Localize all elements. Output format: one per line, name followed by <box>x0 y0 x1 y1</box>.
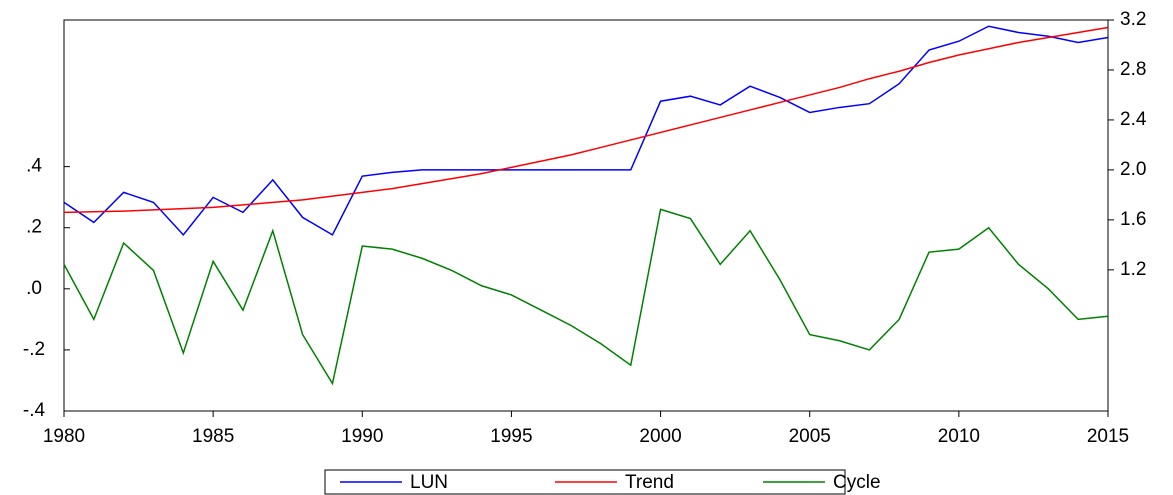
x-tick-label: 2010 <box>938 426 980 447</box>
series-line <box>63 25 1109 237</box>
y2-tick-label: 2.0 <box>1120 159 1146 180</box>
x-tick-label: 2005 <box>789 426 831 447</box>
legend-label: Trend <box>625 472 674 493</box>
y-tick-label: .0 <box>26 278 42 299</box>
series-line <box>63 208 1109 386</box>
y-tick-label: .4 <box>26 156 42 177</box>
x-tick-label: 1990 <box>341 426 383 447</box>
y2-tick-label: 2.8 <box>1120 59 1146 80</box>
y-tick-label: .2 <box>26 217 42 238</box>
series-line <box>63 26 1109 214</box>
plot-frame <box>63 19 1109 412</box>
x-tick-label: 1980 <box>43 426 85 447</box>
y2-tick-label: 1.6 <box>1120 209 1146 230</box>
legend-label: LUN <box>410 472 448 493</box>
y2-tick-label: 1.2 <box>1120 259 1146 280</box>
x-tick-label: 2015 <box>1087 426 1129 447</box>
x-tick-label: 2000 <box>639 426 681 447</box>
x-tick-label: 1985 <box>192 426 234 447</box>
y-tick-label: -.2 <box>23 339 45 360</box>
x-tick-label: 1995 <box>490 426 532 447</box>
y2-tick-label: 2.4 <box>1120 109 1147 130</box>
y-tick-label: -.4 <box>23 400 46 421</box>
y2-tick-label: 3.2 <box>1120 9 1146 30</box>
legend-label: Cycle <box>833 472 881 493</box>
